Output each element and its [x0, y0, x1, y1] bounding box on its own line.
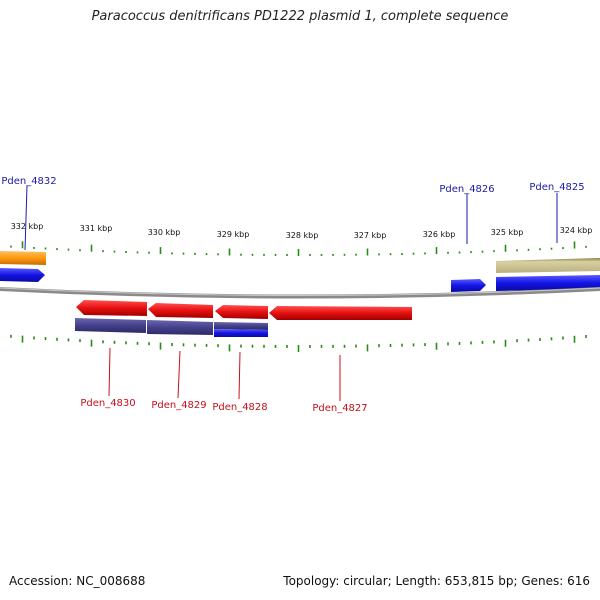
reverse-strand-features — [75, 300, 412, 337]
forward-strand-features — [0, 251, 600, 292]
ruler-label: 332 kbp — [11, 222, 44, 231]
gene-arrow[interactable] — [0, 268, 45, 282]
gene-label-pden-4832[interactable]: Pden_4832 — [1, 176, 56, 187]
purple-feature[interactable] — [147, 320, 213, 335]
purple-feature[interactable] — [75, 318, 146, 333]
ruler-label: 329 kbp — [217, 230, 250, 239]
gene-label-pden-4830[interactable]: Pden_4830 — [80, 398, 135, 409]
leader-line — [238, 351, 241, 400]
leader-line — [177, 350, 181, 399]
ruler-label: 331 kbp — [80, 224, 113, 233]
gene-label-pden-4827[interactable]: Pden_4827 — [312, 403, 367, 414]
ruler-labels: 332 kbp 331 kbp 330 kbp 329 kbp 328 kbp … — [11, 222, 593, 240]
ruler-label: 326 kbp — [423, 230, 456, 239]
leader-line — [24, 185, 28, 251]
genome-backbone — [0, 287, 600, 299]
gc-skew-ticks-inner — [10, 334, 587, 352]
ruler-label: 327 kbp — [354, 231, 387, 240]
khaki-feature[interactable] — [496, 258, 600, 273]
topology-summary: Topology: circular; Length: 653,815 bp; … — [283, 574, 590, 588]
backbone-highlight — [0, 287, 600, 296]
map-title: Paracoccus denitrificans PD1222 plasmid … — [91, 9, 509, 24]
gene-arrow-pden-4827[interactable] — [269, 306, 412, 320]
ruler-label: 328 kbp — [286, 231, 319, 240]
top-gene-labels: Pden_4832 Pden_4826 Pden_4825 — [1, 176, 585, 251]
ruler-label: 325 kbp — [491, 228, 524, 237]
leader-line — [108, 347, 111, 397]
ruler-label: 324 kbp — [560, 226, 593, 235]
gc-skew-ticks-outer — [10, 241, 587, 256]
gene-arrow-pden-4830[interactable] — [76, 300, 147, 316]
gene-arrow-pden-4825[interactable] — [496, 275, 600, 291]
gene-arrow-pden-4826[interactable] — [451, 279, 486, 292]
ruler-label: 330 kbp — [148, 228, 181, 237]
orange-feature[interactable] — [0, 251, 46, 265]
gene-label-pden-4826[interactable]: Pden_4826 — [439, 184, 494, 195]
gene-arrow-pden-4829[interactable] — [148, 303, 213, 318]
accession-label: Accession: NC_008688 — [9, 574, 146, 588]
purple-feature[interactable] — [214, 322, 268, 330]
gene-label-pden-4825[interactable]: Pden_4825 — [529, 182, 584, 193]
gene-label-pden-4829[interactable]: Pden_4829 — [151, 400, 206, 411]
gene-arrow-pden-4828[interactable] — [215, 305, 268, 319]
blue-feature[interactable] — [214, 329, 268, 337]
bottom-gene-labels: Pden_4830 Pden_4829 Pden_4828 Pden_4827 — [80, 347, 368, 414]
gene-label-pden-4828[interactable]: Pden_4828 — [212, 402, 267, 413]
